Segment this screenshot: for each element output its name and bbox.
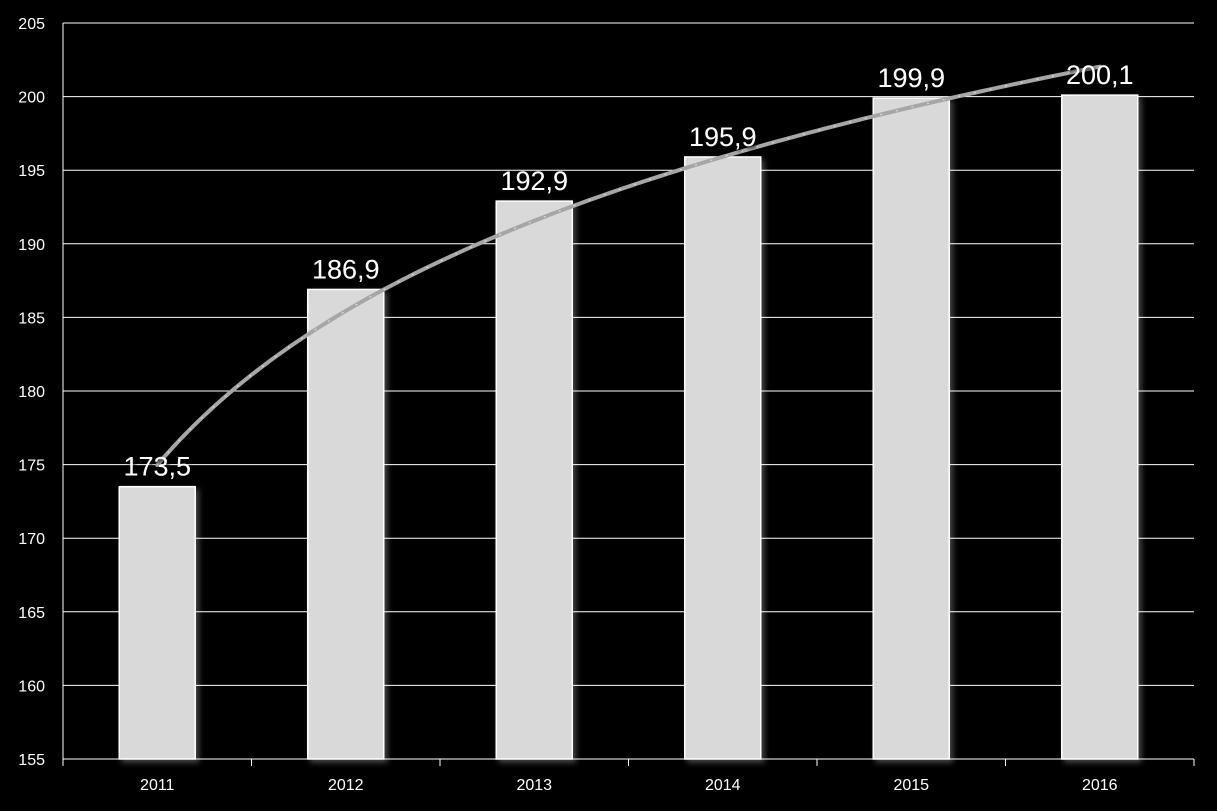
bar [118, 485, 196, 760]
data-labels: 173,5 186,9 192,9 195,9 199,9 200,1 [123, 60, 1133, 482]
data-label: 195,9 [689, 122, 757, 152]
x-tick-label: 2013 [516, 777, 552, 794]
bar [684, 156, 762, 760]
y-tick-label: 200 [18, 90, 45, 107]
x-tick-label: 2012 [328, 777, 364, 794]
x-tick-label: 2016 [1082, 777, 1118, 794]
x-tick-label: 2014 [705, 777, 741, 794]
y-tick-label: 160 [18, 678, 45, 695]
bar [307, 288, 385, 760]
data-label: 173,5 [123, 452, 191, 482]
y-tick-label: 170 [18, 531, 45, 548]
y-tick-label: 205 [18, 16, 45, 33]
bar [872, 97, 950, 760]
bar [495, 200, 573, 760]
data-label: 200,1 [1066, 60, 1134, 90]
y-tick-label: 155 [18, 752, 45, 769]
trendline-curve [155, 64, 1102, 468]
data-label: 186,9 [312, 254, 380, 284]
y-tick-label: 175 [18, 458, 45, 475]
x-tick-label: 2015 [893, 777, 929, 794]
trendline [155, 64, 1102, 468]
data-label: 199,9 [877, 63, 945, 93]
y-tick-label: 195 [18, 163, 45, 180]
y-tick-label: 190 [18, 237, 45, 254]
y-tick-label: 165 [18, 605, 45, 622]
y-tick-label: 180 [18, 384, 45, 401]
data-label: 192,9 [500, 166, 568, 196]
trendline-highlight [156, 66, 1100, 466]
axes: 155 160 165 170 175 180 185 190 195 200 205 2011 201… [18, 16, 1195, 794]
y-tick-label: 185 [18, 310, 45, 327]
x-tick-label: 2011 [140, 777, 175, 794]
bar [1061, 94, 1139, 760]
gridlines [63, 22, 1194, 760]
bars [118, 94, 1139, 760]
